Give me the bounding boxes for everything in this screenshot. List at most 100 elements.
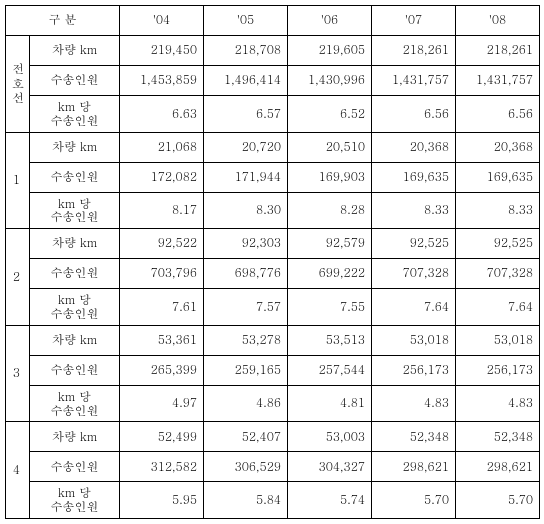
metric-label: 차량 km <box>30 325 120 355</box>
value-cell: 218,261 <box>372 36 456 66</box>
table-row: 수송인원1,453,8591,496,4141,430,9961,431,757… <box>6 66 540 96</box>
metric-label: 차량 km <box>30 36 120 66</box>
value-cell: 53,513 <box>288 325 372 355</box>
table-row: 2차량 km92,52292,30392,57992,52592,525 <box>6 229 540 259</box>
table-row: km 당수송인원6.636.576.526.566.56 <box>6 96 540 133</box>
header-row: 구 분 '04 '05 '06 '07 '08 <box>6 6 540 36</box>
value-cell: 6.56 <box>456 96 540 133</box>
metric-label: 차량 km <box>30 229 120 259</box>
metric-label: 수송인원 <box>30 355 120 385</box>
value-cell: 8.17 <box>120 192 204 229</box>
table-row: 수송인원265,399259,165257,544256,173256,173 <box>6 355 540 385</box>
value-cell: 5.74 <box>288 482 372 519</box>
metric-label: km 당수송인원 <box>30 385 120 422</box>
value-cell: 4.83 <box>372 385 456 422</box>
value-cell: 219,605 <box>288 36 372 66</box>
value-cell: 5.84 <box>204 482 288 519</box>
value-cell: 169,635 <box>456 162 540 192</box>
header-year-0: '04 <box>120 6 204 36</box>
value-cell: 92,579 <box>288 229 372 259</box>
value-cell: 1,431,757 <box>372 66 456 96</box>
table-row: km 당수송인원4.974.864.814.834.83 <box>6 385 540 422</box>
value-cell: 218,708 <box>204 36 288 66</box>
header-year-3: '07 <box>372 6 456 36</box>
value-cell: 707,328 <box>372 259 456 289</box>
value-cell: 92,525 <box>456 229 540 259</box>
value-cell: 7.55 <box>288 289 372 326</box>
value-cell: 218,261 <box>456 36 540 66</box>
value-cell: 1,431,757 <box>456 66 540 96</box>
value-cell: 7.61 <box>120 289 204 326</box>
value-cell: 53,361 <box>120 325 204 355</box>
group-label: 1 <box>6 132 30 229</box>
value-cell: 20,368 <box>372 132 456 162</box>
group-label: 4 <box>6 422 30 519</box>
value-cell: 5.95 <box>120 482 204 519</box>
value-cell: 8.33 <box>372 192 456 229</box>
table-row: 3차량 km53,36153,27853,51353,01853,018 <box>6 325 540 355</box>
table-row: 전호선차량 km219,450218,708219,605218,261218,… <box>6 36 540 66</box>
value-cell: 698,776 <box>204 259 288 289</box>
value-cell: 4.97 <box>120 385 204 422</box>
value-cell: 703,796 <box>120 259 204 289</box>
value-cell: 304,327 <box>288 452 372 482</box>
value-cell: 256,173 <box>372 355 456 385</box>
value-cell: 265,399 <box>120 355 204 385</box>
metric-label: 수송인원 <box>30 66 120 96</box>
value-cell: 8.28 <box>288 192 372 229</box>
value-cell: 53,018 <box>456 325 540 355</box>
metric-label: km 당수송인원 <box>30 482 120 519</box>
table-body: 전호선차량 km219,450218,708219,605218,261218,… <box>6 36 540 519</box>
header-year-2: '06 <box>288 6 372 36</box>
value-cell: 699,222 <box>288 259 372 289</box>
value-cell: 20,720 <box>204 132 288 162</box>
value-cell: 7.64 <box>372 289 456 326</box>
value-cell: 256,173 <box>456 355 540 385</box>
value-cell: 8.33 <box>456 192 540 229</box>
value-cell: 707,328 <box>456 259 540 289</box>
value-cell: 20,368 <box>456 132 540 162</box>
table-row: 1차량 km21,06820,72020,51020,36820,368 <box>6 132 540 162</box>
metric-label: 수송인원 <box>30 452 120 482</box>
value-cell: 4.81 <box>288 385 372 422</box>
table-row: km 당수송인원8.178.308.288.338.33 <box>6 192 540 229</box>
header-category: 구 분 <box>6 6 120 36</box>
value-cell: 1,496,414 <box>204 66 288 96</box>
metric-label: 수송인원 <box>30 259 120 289</box>
value-cell: 5.70 <box>456 482 540 519</box>
value-cell: 6.56 <box>372 96 456 133</box>
value-cell: 257,544 <box>288 355 372 385</box>
value-cell: 306,529 <box>204 452 288 482</box>
value-cell: 52,499 <box>120 422 204 452</box>
table-row: 수송인원312,582306,529304,327298,621298,621 <box>6 452 540 482</box>
value-cell: 21,068 <box>120 132 204 162</box>
metric-label: km 당수송인원 <box>30 289 120 326</box>
metric-label: 수송인원 <box>30 162 120 192</box>
value-cell: 53,018 <box>372 325 456 355</box>
value-cell: 92,303 <box>204 229 288 259</box>
value-cell: 6.57 <box>204 96 288 133</box>
value-cell: 7.57 <box>204 289 288 326</box>
table-row: km 당수송인원5.955.845.745.705.70 <box>6 482 540 519</box>
value-cell: 259,165 <box>204 355 288 385</box>
value-cell: 92,522 <box>120 229 204 259</box>
table-row: 수송인원703,796698,776699,222707,328707,328 <box>6 259 540 289</box>
value-cell: 52,348 <box>456 422 540 452</box>
value-cell: 219,450 <box>120 36 204 66</box>
value-cell: 298,621 <box>372 452 456 482</box>
table-row: 수송인원172,082171,944169,903169,635169,635 <box>6 162 540 192</box>
value-cell: 92,525 <box>372 229 456 259</box>
metric-label: km 당수송인원 <box>30 192 120 229</box>
value-cell: 5.70 <box>372 482 456 519</box>
metric-label: km 당수송인원 <box>30 96 120 133</box>
value-cell: 1,430,996 <box>288 66 372 96</box>
group-label: 전호선 <box>6 36 30 133</box>
header-year-1: '05 <box>204 6 288 36</box>
table-row: km 당수송인원7.617.577.557.647.64 <box>6 289 540 326</box>
value-cell: 4.83 <box>456 385 540 422</box>
group-label: 2 <box>6 229 30 326</box>
group-label: 3 <box>6 325 30 422</box>
value-cell: 171,944 <box>204 162 288 192</box>
value-cell: 20,510 <box>288 132 372 162</box>
value-cell: 52,407 <box>204 422 288 452</box>
